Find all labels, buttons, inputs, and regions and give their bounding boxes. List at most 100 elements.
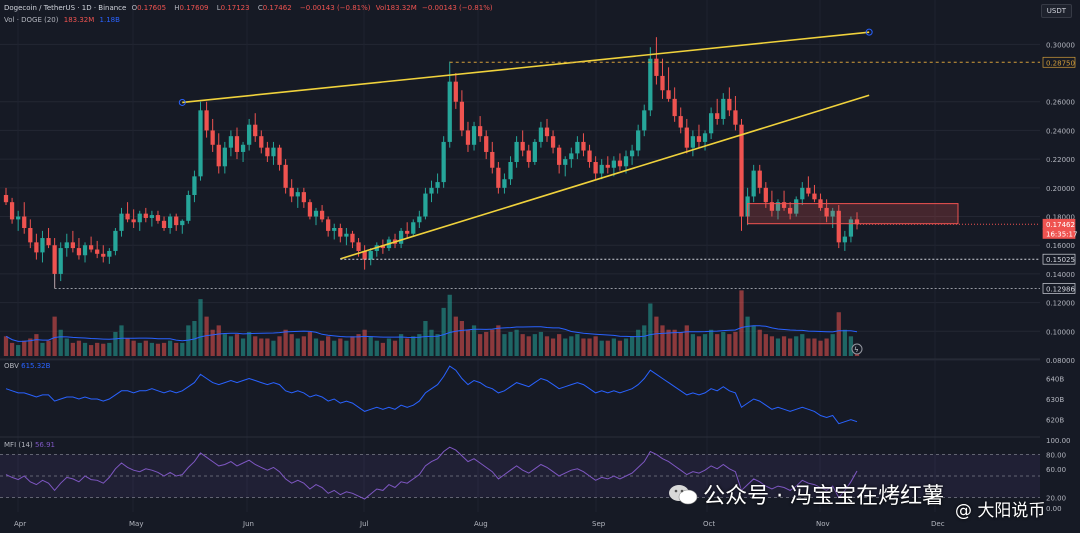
volume-bar <box>9 342 15 356</box>
candle-body <box>581 141 586 151</box>
candle-body <box>708 113 714 134</box>
volume-bar <box>611 338 616 356</box>
candle-body <box>751 170 756 197</box>
candle-body <box>253 124 258 137</box>
candle-body <box>76 248 82 256</box>
mfi-tick-label: 80.00 <box>1046 451 1066 459</box>
candle-body <box>9 202 15 220</box>
volume-bar <box>739 290 744 356</box>
candle-body <box>544 127 550 137</box>
obv-value: 615.32B <box>21 362 51 370</box>
candle-body <box>70 242 75 249</box>
candle-body <box>484 136 489 152</box>
volume-bar <box>775 338 781 356</box>
volume-bar <box>40 342 45 356</box>
volume-bar <box>70 342 75 356</box>
candle-body <box>95 249 100 254</box>
volume-bar <box>253 336 258 356</box>
ohlc-high: H0.17609 <box>174 4 209 12</box>
candle-body <box>465 130 471 145</box>
candle-body <box>781 202 787 208</box>
candle-body <box>356 242 361 251</box>
price-label-box <box>1042 283 1076 294</box>
volume-bar <box>76 340 82 356</box>
volume-bar <box>3 336 9 356</box>
candle-body <box>775 202 781 211</box>
candle-body <box>265 147 270 157</box>
price-label-text: 0.15025 <box>1046 256 1075 264</box>
volume-bar <box>368 336 373 356</box>
price-label-text: 0.17462 <box>1046 221 1075 229</box>
volume-bar <box>569 336 574 356</box>
volume-bar <box>356 334 361 356</box>
volume-bar <box>733 331 738 356</box>
volume-bar <box>484 331 489 356</box>
candle-body <box>471 126 477 145</box>
volume-bar <box>46 340 51 356</box>
candle-body <box>848 219 854 237</box>
drawing-overlays <box>54 28 1040 289</box>
volume-bar <box>113 331 118 356</box>
candle-body <box>222 147 227 167</box>
volume-bar <box>520 334 525 356</box>
candle-body <box>186 195 191 221</box>
obv-tick-label: 620B <box>1046 417 1064 425</box>
ohlc-change: −0.00143 (−0.81%) <box>299 4 371 12</box>
volume-bar <box>265 338 270 356</box>
volume-bar <box>788 338 793 356</box>
candle-body <box>854 219 860 225</box>
volume-bar <box>459 321 465 356</box>
wedge-anchor-point <box>865 28 873 36</box>
time-tick-label: Nov <box>816 520 830 528</box>
candle-body <box>824 207 829 217</box>
volume-bar <box>392 340 398 356</box>
price-tick-label: 0.18000 <box>1046 214 1075 222</box>
volume-bar <box>319 340 325 356</box>
candle-body <box>46 238 51 246</box>
volume-bar <box>295 338 300 356</box>
price-tick-label: 0.24000 <box>1046 127 1075 135</box>
volume-bar <box>155 343 161 356</box>
volume-bar <box>259 338 264 356</box>
volume-bar <box>332 340 337 356</box>
volume-bar <box>550 338 556 356</box>
wedge-upper-line <box>182 31 870 104</box>
price-tick-label: 0.08000 <box>1046 357 1075 365</box>
candle-body <box>119 213 124 231</box>
symbol-title: Dogecoin / TetherUS · 1D · Binance <box>4 4 127 12</box>
volume-bar <box>514 329 519 356</box>
candle-body <box>259 136 264 148</box>
volume-bar <box>435 334 440 356</box>
candle-body <box>283 164 288 188</box>
volume-bar <box>64 338 69 356</box>
candle-body <box>301 192 306 203</box>
volume-label: Vol · DOGE (20) <box>4 16 59 24</box>
candle-body <box>398 230 404 244</box>
volume-bar <box>28 338 33 356</box>
currency-badge[interactable]: USDT <box>1040 4 1072 18</box>
candle-body <box>763 187 768 203</box>
mfi-tick-label: 20.00 <box>1046 495 1066 503</box>
volume-bar <box>830 334 835 356</box>
volume-bar <box>812 338 817 356</box>
candle-body <box>666 90 671 99</box>
volume-bars <box>3 290 860 356</box>
volume-bar <box>824 338 829 356</box>
candle-body <box>40 238 45 253</box>
candle-body <box>101 253 106 257</box>
volume-change: −0.00143 (−0.81%) <box>422 4 493 12</box>
ohlc-low: L0.17123 <box>216 4 250 12</box>
volume-bar <box>593 336 598 356</box>
candle-body <box>240 144 246 152</box>
candle-body <box>496 167 501 188</box>
volume-bar <box>757 329 762 356</box>
candle-body <box>34 242 39 253</box>
price-label-text: 0.12986 <box>1046 285 1075 293</box>
candle-body <box>137 213 142 223</box>
candle-body <box>575 141 580 154</box>
candle-body <box>769 202 775 211</box>
candle-body <box>64 242 69 249</box>
candle-body <box>617 160 623 167</box>
